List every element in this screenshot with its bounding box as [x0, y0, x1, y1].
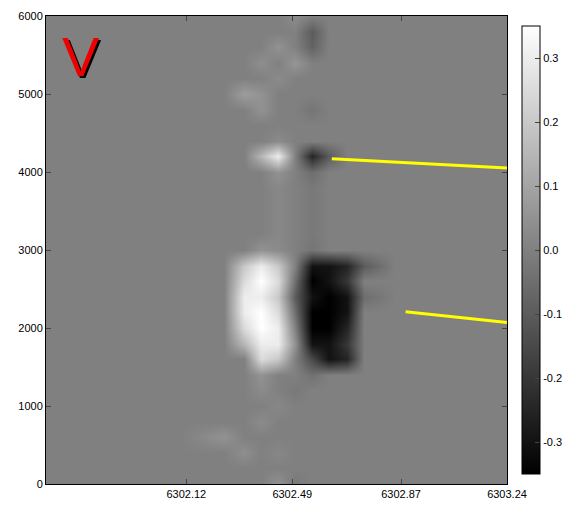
svg-text:3000: 3000	[18, 244, 42, 256]
svg-text:0.3: 0.3	[543, 52, 558, 64]
svg-text:-0.2: -0.2	[543, 372, 562, 384]
svg-text:1000: 1000	[18, 400, 42, 412]
svg-text:-0.1: -0.1	[543, 308, 562, 320]
svg-text:0: 0	[37, 478, 43, 490]
svg-text:0.1: 0.1	[543, 180, 558, 192]
svg-text:V: V	[62, 25, 100, 88]
svg-text:6302.12: 6302.12	[166, 488, 206, 500]
svg-text:0.0: 0.0	[543, 244, 558, 256]
svg-text:4000: 4000	[18, 166, 42, 178]
svg-text:0.2: 0.2	[543, 116, 558, 128]
svg-text:6302.87: 6302.87	[381, 488, 421, 500]
svg-text:6303.24: 6303.24	[487, 488, 527, 500]
svg-text:6302.49: 6302.49	[272, 488, 312, 500]
svg-text:-0.3: -0.3	[543, 436, 562, 448]
svg-text:2000: 2000	[18, 322, 42, 334]
svg-text:6000: 6000	[18, 10, 42, 22]
svg-text:5000: 5000	[18, 88, 42, 100]
